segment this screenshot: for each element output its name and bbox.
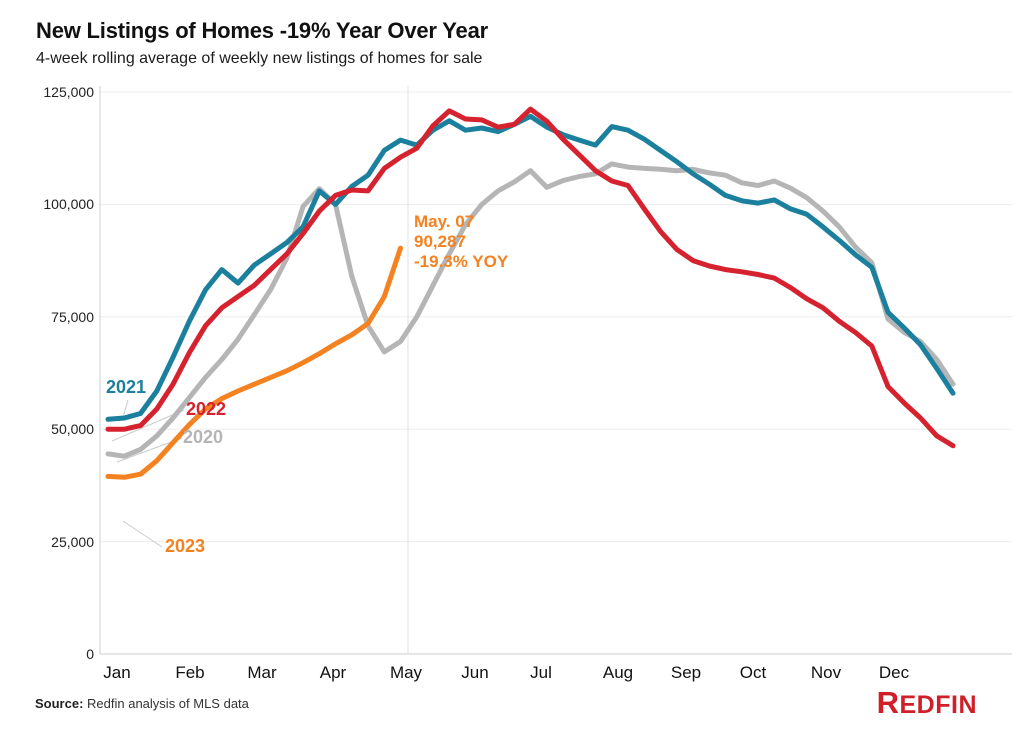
x-tick-label-oct: Oct bbox=[739, 663, 767, 682]
annotation-date: May. 07 bbox=[414, 212, 475, 231]
series-label-2023: 2023 bbox=[165, 536, 206, 556]
y-tick-label-50000: 50,000 bbox=[51, 421, 94, 438]
series-line-2021 bbox=[105, 113, 956, 422]
y-tick-label-125000: 125,000 bbox=[43, 84, 94, 100]
latest-point-annotation: May. 07 90,287 -19.3% YOY bbox=[414, 212, 508, 272]
x-tick-label-jan: Jan bbox=[103, 663, 131, 682]
y-tick-label-25000: 25,000 bbox=[51, 533, 94, 550]
x-tick-label-aug: Aug bbox=[602, 663, 634, 682]
redfin-logo-rest: EDFIN bbox=[899, 691, 977, 719]
series-label-2021: 2021 bbox=[106, 377, 147, 397]
x-tick-label-mar: Mar bbox=[247, 663, 277, 682]
x-tick-label-jul: Jul bbox=[530, 663, 552, 682]
x-tick-label-nov: Nov bbox=[810, 663, 842, 682]
source-text: Redfin analysis of MLS data bbox=[87, 696, 249, 711]
label-leader-line-1 bbox=[111, 409, 185, 442]
chart-subtitle: 4-week rolling average of weekly new lis… bbox=[36, 50, 483, 67]
source-attribution: Source: Redfin analysis of MLS data bbox=[35, 696, 249, 711]
annotation-value: 90,287 bbox=[414, 232, 466, 251]
y-tick-label-75000: 75,000 bbox=[51, 308, 94, 325]
series-line-2023 bbox=[105, 245, 403, 480]
x-tick-label-feb: Feb bbox=[175, 663, 205, 682]
series-label-2022: 2022 bbox=[186, 399, 227, 419]
redfin-logo-first-letter: R bbox=[876, 685, 900, 720]
y-tick-label-100000: 100,000 bbox=[43, 196, 94, 213]
y-tick-label-0: 0 bbox=[86, 646, 94, 662]
annotation-yoy: -19.3% YOY bbox=[414, 252, 509, 271]
x-tick-label-sep: Sep bbox=[670, 663, 702, 682]
x-tick-label-may: May bbox=[389, 663, 423, 682]
x-tick-label-dec: Dec bbox=[878, 663, 910, 682]
series-line-2022 bbox=[105, 106, 956, 449]
redfin-logo: REDFIN bbox=[877, 686, 977, 726]
series-label-2020: 2020 bbox=[183, 427, 224, 447]
source-label: Source: bbox=[35, 696, 84, 711]
label-leader-line-3 bbox=[122, 520, 163, 548]
chart-title: New Listings of Homes -19% Year Over Yea… bbox=[36, 18, 488, 43]
x-tick-label-jun: Jun bbox=[461, 663, 489, 682]
series-line-2020 bbox=[105, 161, 956, 459]
x-tick-label-apr: Apr bbox=[319, 663, 347, 682]
